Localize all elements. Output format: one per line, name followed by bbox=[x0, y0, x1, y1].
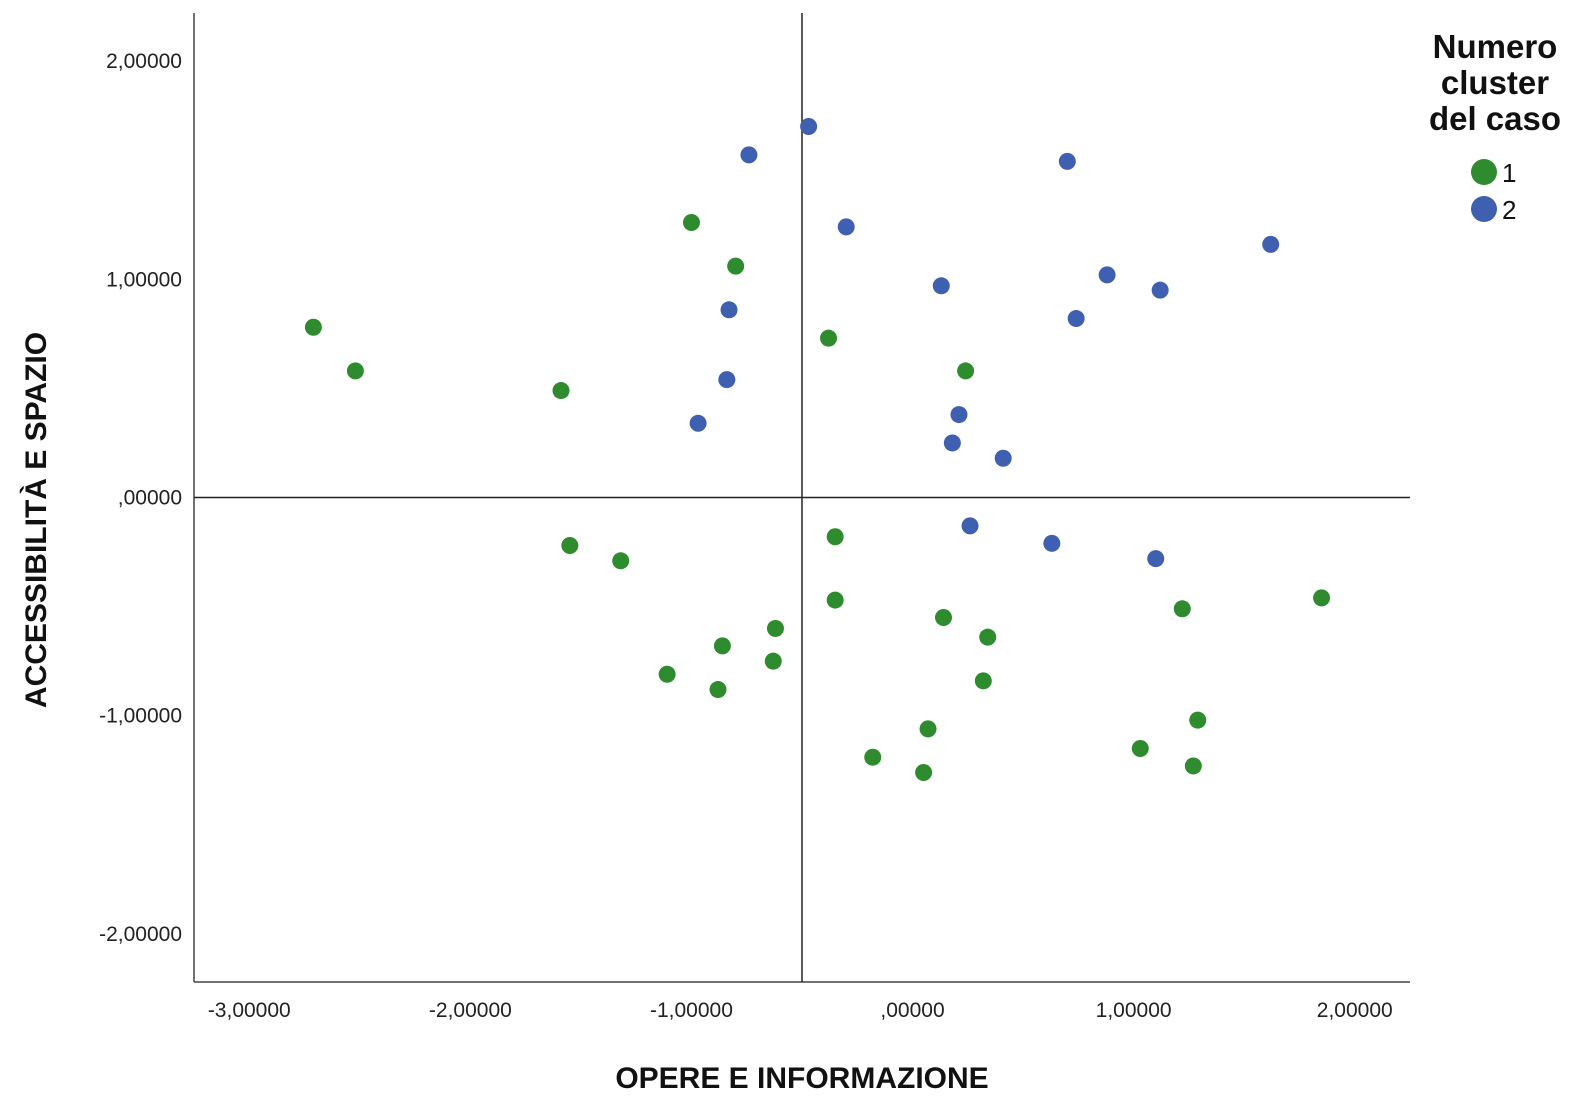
data-point-cluster-1 bbox=[1131, 739, 1149, 757]
x-tick-label: ,00000 bbox=[880, 999, 944, 1022]
data-point-cluster-1 bbox=[766, 619, 784, 637]
data-point-cluster-2 bbox=[1151, 281, 1169, 299]
data-point-cluster-2 bbox=[837, 218, 855, 236]
data-point-cluster-2 bbox=[1147, 550, 1165, 568]
data-point-cluster-2 bbox=[1262, 235, 1280, 253]
data-point-cluster-1 bbox=[820, 329, 838, 347]
legend-title-line-3: del caso bbox=[1429, 100, 1561, 137]
data-point-cluster-1 bbox=[826, 591, 844, 609]
data-point-cluster-1 bbox=[919, 720, 937, 738]
data-point-cluster-2 bbox=[1058, 152, 1076, 170]
data-point-cluster-2 bbox=[720, 301, 738, 319]
data-point-cluster-2 bbox=[961, 517, 979, 535]
data-point-cluster-1 bbox=[764, 652, 782, 670]
data-point-cluster-2 bbox=[943, 434, 961, 452]
data-point-cluster-1 bbox=[346, 362, 364, 380]
x-tick-label: -2,00000 bbox=[429, 999, 512, 1022]
data-point-cluster-1 bbox=[979, 628, 997, 646]
y-tick-label: ,00000 bbox=[118, 487, 182, 510]
y-tick-label: -2,00000 bbox=[99, 923, 182, 946]
legend-marker-cluster-2 bbox=[1471, 196, 1497, 222]
x-axis-title: OPERE E INFORMAZIONE bbox=[615, 1062, 988, 1095]
data-point-cluster-1 bbox=[552, 382, 570, 400]
data-point-cluster-2 bbox=[1043, 534, 1061, 552]
y-tick-label: 2,00000 bbox=[106, 50, 182, 73]
data-point-cluster-2 bbox=[1067, 310, 1085, 328]
data-point-cluster-1 bbox=[1313, 589, 1331, 607]
data-point-cluster-1 bbox=[682, 214, 700, 232]
data-points bbox=[304, 117, 1331, 781]
data-point-cluster-1 bbox=[1184, 757, 1202, 775]
data-point-cluster-1 bbox=[713, 637, 731, 655]
legend-title-line-1: Numero bbox=[1433, 28, 1558, 65]
reference-lines bbox=[194, 13, 1410, 982]
data-point-cluster-1 bbox=[1189, 711, 1207, 729]
data-point-cluster-2 bbox=[718, 371, 736, 389]
data-point-cluster-1 bbox=[915, 763, 933, 781]
y-tick-label: 1,00000 bbox=[106, 268, 182, 291]
data-point-cluster-1 bbox=[1173, 600, 1191, 618]
x-axis-ticks: -3,00000 -2,00000 -1,00000 ,00000 1,00000 2,0… bbox=[208, 999, 1393, 1022]
legend-title-line-2: cluster bbox=[1441, 64, 1549, 101]
legend-label-cluster-2: 2 bbox=[1502, 195, 1516, 225]
legend-items: 12 bbox=[1471, 158, 1516, 225]
x-tick-label: -1,00000 bbox=[650, 999, 733, 1022]
data-point-cluster-2 bbox=[800, 117, 818, 135]
legend: Numero cluster del caso 12 bbox=[1429, 28, 1561, 225]
data-point-cluster-1 bbox=[727, 257, 745, 275]
data-point-cluster-2 bbox=[932, 277, 950, 295]
y-axis-title: ACCESSIBILITÀ E SPAZIO bbox=[19, 332, 53, 708]
x-tick-label: 2,00000 bbox=[1317, 999, 1393, 1022]
data-point-cluster-2 bbox=[1098, 266, 1116, 284]
legend-label-cluster-1: 1 bbox=[1502, 158, 1516, 188]
data-point-cluster-1 bbox=[974, 672, 992, 690]
data-point-cluster-1 bbox=[826, 528, 844, 546]
legend-marker-cluster-1 bbox=[1471, 159, 1497, 185]
y-axis-ticks: 2,00000 1,00000 ,00000 -1,00000 -2,00000 bbox=[99, 50, 182, 946]
x-tick-label: -3,00000 bbox=[208, 999, 291, 1022]
data-point-cluster-1 bbox=[658, 665, 676, 683]
data-point-cluster-1 bbox=[612, 552, 630, 570]
data-point-cluster-1 bbox=[561, 537, 579, 555]
data-point-cluster-2 bbox=[994, 449, 1012, 467]
data-point-cluster-1 bbox=[304, 318, 322, 336]
data-point-cluster-2 bbox=[740, 146, 758, 164]
data-point-cluster-1 bbox=[957, 362, 975, 380]
data-point-cluster-1 bbox=[934, 609, 952, 627]
data-point-cluster-1 bbox=[864, 748, 882, 766]
data-point-cluster-2 bbox=[950, 406, 968, 424]
data-point-cluster-2 bbox=[689, 414, 707, 432]
data-point-cluster-1 bbox=[709, 681, 727, 699]
y-tick-label: -1,00000 bbox=[99, 705, 182, 728]
x-tick-label: 1,00000 bbox=[1096, 999, 1172, 1022]
